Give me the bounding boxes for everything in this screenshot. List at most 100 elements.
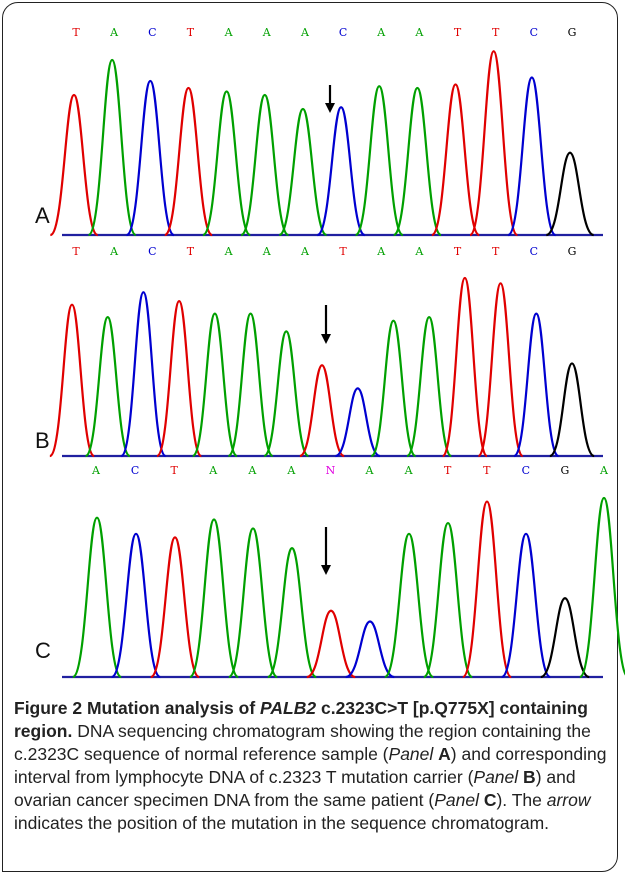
trace-peak: [345, 620, 395, 679]
base-call-letter: T: [170, 464, 178, 477]
caption-panel-c: C: [483, 790, 497, 810]
mutation-arrow-icon: [321, 565, 331, 575]
caption-panel-word-b: Panel: [473, 767, 519, 787]
base-call-letter: C: [530, 26, 538, 39]
base-call-letter: A: [109, 245, 119, 258]
caption-title-post: c.2323C>T [p.Q775X] containing region.: [14, 698, 588, 741]
base-call-letter: T: [454, 245, 462, 258]
caption-panel-b: B: [523, 767, 536, 787]
base-call-letter: C: [131, 464, 139, 477]
trace-peak: [110, 532, 162, 679]
trace-peak: [48, 303, 96, 458]
caption-body-5: indicates the position of the mutation i…: [14, 813, 550, 833]
base-call-letter: G: [568, 26, 577, 39]
caption-panel-word-c: Panel: [434, 790, 479, 810]
base-call-letter: C: [530, 245, 538, 258]
base-call-letter: A: [300, 245, 310, 258]
base-call-letter: C: [522, 464, 530, 477]
base-call-letter: A: [262, 245, 272, 258]
base-call-letter: A: [247, 464, 257, 477]
caption-body-1: DNA sequencing chromatogram showing the …: [14, 721, 591, 764]
trace-peak: [370, 319, 417, 458]
mutation-arrow-icon: [325, 103, 335, 113]
base-call-letter: A: [262, 26, 272, 39]
trace-peak: [163, 86, 214, 237]
trace-peak: [125, 79, 176, 237]
caption-body-4: ). The: [496, 790, 547, 810]
trace-peak: [201, 90, 252, 237]
trace-peak: [578, 496, 625, 679]
base-call-letter: A: [224, 245, 234, 258]
base-call-letter: A: [109, 26, 119, 39]
trace-peak: [191, 312, 239, 458]
trace-peak: [155, 300, 203, 458]
base-call-letter: C: [339, 26, 347, 39]
trace-peak: [500, 532, 552, 679]
base-call-letter: G: [568, 245, 577, 258]
trace-peak: [441, 276, 489, 458]
trace-peak: [540, 597, 590, 679]
base-call-letter: A: [404, 464, 414, 477]
base-call-letter: T: [454, 26, 462, 39]
base-call-letter: A: [376, 26, 386, 39]
trace-peak: [468, 50, 519, 237]
base-call-letter: A: [300, 26, 310, 39]
base-call-letter: A: [414, 245, 424, 258]
base-call-letter: T: [72, 245, 80, 258]
base-call-letter: C: [148, 245, 156, 258]
base-call-letter: T: [483, 464, 491, 477]
base-call-letter: A: [376, 245, 386, 258]
base-call-letter: A: [91, 464, 101, 477]
base-call-letter: T: [187, 26, 195, 39]
caption-arrow-word: arrow: [546, 790, 591, 810]
trace-peak: [188, 518, 240, 679]
base-call-letter: T: [339, 245, 347, 258]
base-call-letter: A: [224, 26, 234, 39]
trace-peak: [263, 330, 310, 458]
base-call-letter: A: [599, 464, 609, 477]
caption-body-3: ) and ovarian cancer specimen DNA from t…: [14, 767, 576, 810]
base-call-letter: A: [365, 464, 375, 477]
trace-peak: [335, 387, 381, 458]
trace-peak: [477, 282, 524, 458]
mutation-arrow-icon: [321, 334, 331, 344]
base-call-letter: T: [187, 245, 195, 258]
panel-label-a: A: [35, 203, 50, 228]
trace-peak: [87, 58, 137, 237]
base-call-letter: N: [326, 464, 336, 477]
trace-peak: [84, 316, 131, 458]
trace-peak: [354, 85, 404, 237]
trace-peak: [513, 312, 560, 458]
trace-peak: [240, 93, 290, 237]
base-call-letter: T: [72, 26, 80, 39]
trace-peak: [422, 521, 474, 679]
caption-title-gene: PALB2: [260, 698, 317, 718]
trace-peak: [549, 362, 595, 458]
trace-peak: [430, 83, 481, 237]
trace-peak: [227, 312, 274, 458]
panel-label-c: C: [35, 638, 51, 663]
trace-peak: [149, 536, 201, 679]
caption-figure-label: Figure 2: [14, 698, 83, 718]
trace-peak: [278, 107, 328, 237]
base-call-letter: A: [286, 464, 296, 477]
trace-peak: [507, 76, 557, 237]
trace-peak: [405, 316, 453, 458]
trace-peak: [316, 106, 366, 237]
trace-peak: [461, 500, 513, 679]
base-call-letter: A: [414, 26, 424, 39]
trace-peak: [545, 151, 595, 237]
caption-panel-word-a: Panel: [388, 744, 434, 764]
caption-title-pre: Mutation analysis of: [82, 698, 261, 718]
chromatogram-figure: T A C T A A A C A A T T C G T A C T A A A T A A T T C G A C T A A A N A A T T C…: [48, 26, 625, 679]
trace-peak: [306, 609, 356, 679]
base-call-letter: T: [492, 245, 500, 258]
trace-peak: [383, 532, 435, 679]
panel-label-b: B: [35, 428, 50, 453]
figure-caption: Figure 2 Mutation analysis of PALB2 c.23…: [14, 697, 609, 835]
trace-peak: [299, 364, 345, 458]
base-call-letter: A: [208, 464, 218, 477]
